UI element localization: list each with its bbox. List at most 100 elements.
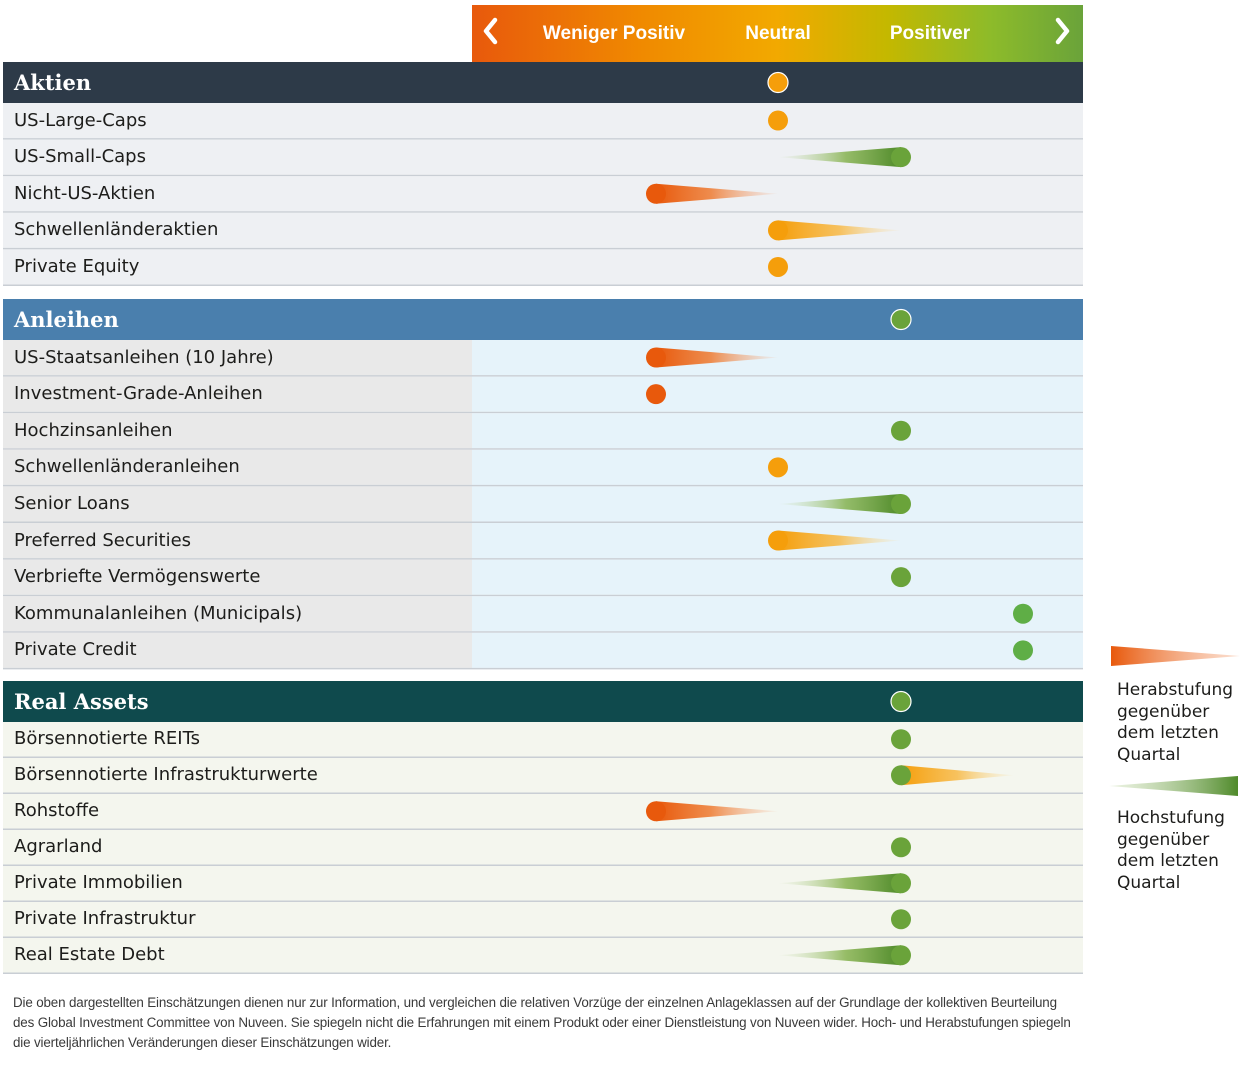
row-schwellenlaenderanleihen-label: Schwellenländeranleihen — [14, 456, 240, 478]
row-investment-grade-anleihen-label: Investment-Grade-Anleihen — [14, 383, 263, 405]
row-private-equity-marker — [768, 256, 788, 277]
row-boersennotierte-infrastrukturwerte-bg-left — [3, 758, 472, 793]
section-title-aktien: Aktien — [14, 70, 92, 95]
row-us-staatsanleihen-10-jahre-trend — [656, 347, 778, 368]
row-private-immobilien-bg-left — [3, 866, 472, 901]
row-boersennotierte-reits-bg-right — [472, 722, 1083, 757]
row-senior-loans-label: Senior Loans — [14, 492, 130, 514]
row-boersennotierte-reits-marker — [891, 729, 911, 750]
row-real-estate-debt-label: Real Estate Debt — [14, 944, 165, 966]
legend-downgrade-text: Herabstufung gegenüber dem letzten Quart… — [1117, 680, 1234, 765]
row-nicht-us-aktien-trend — [656, 183, 778, 204]
row-nicht-us-aktien-bg-left — [3, 176, 472, 212]
legend-upgrade-marker — [1109, 776, 1238, 796]
section-marker-real_assets — [890, 690, 912, 713]
row-schwellenlaenderaktien-trend — [778, 220, 901, 241]
row-us-staatsanleihen-10-jahre-marker — [646, 347, 666, 368]
row-private-immobilien-marker — [891, 873, 911, 894]
row-boersennotierte-reits-label: Börsennotierte REITs — [14, 728, 201, 750]
scale-label-right: Positiver — [889, 23, 971, 44]
row-kommunalanleihen-municipals-marker — [1013, 603, 1033, 624]
row-boersennotierte-infrastrukturwerte-label: Börsennotierte Infrastrukturwerte — [14, 764, 318, 786]
row-schwellenlaenderanleihen-bg-left — [3, 449, 472, 485]
row-agrarland-marker — [891, 837, 911, 858]
row-schwellenlaenderaktien-marker — [768, 220, 788, 241]
row-boersennotierte-infrastrukturwerte-marker — [891, 765, 911, 786]
section-marker-aktien — [767, 71, 789, 94]
row-schwellenlaenderaktien-label: Schwellenländeraktien — [14, 219, 219, 241]
row-senior-loans-bg-left — [3, 486, 472, 522]
row-private-equity-label: Private Equity — [14, 255, 140, 277]
row-private-infrastruktur-bg-left — [3, 902, 472, 937]
row-private-infrastruktur-label: Private Infrastruktur — [14, 908, 196, 930]
row-private-equity-bg-left — [3, 249, 472, 285]
row-private-credit-bg-right — [472, 632, 1083, 668]
row-us-small-caps-bg-right — [472, 139, 1083, 175]
scale-header: Weniger Positiv Neutral Positiver — [472, 5, 1083, 62]
row-verbriefte-vermoegenswerte-marker — [891, 567, 911, 588]
row-preferred-securities-label: Preferred Securities — [14, 529, 192, 551]
row-private-immobilien-bg-right — [472, 866, 1083, 901]
scale-label-left: Weniger Positiv — [542, 23, 686, 44]
row-senior-loans-bg-right — [472, 486, 1083, 522]
row-private-infrastruktur-bg-right — [472, 902, 1083, 937]
row-us-large-caps-label: US-Large-Caps — [14, 109, 147, 131]
section-header-anleihen — [3, 299, 1083, 340]
row-private-infrastruktur-marker — [891, 909, 911, 930]
row-private-credit-label: Private Credit — [14, 639, 137, 661]
row-hochzinsanleihen-marker — [891, 420, 911, 441]
row-private-immobilien-label: Private Immobilien — [14, 872, 183, 894]
row-real-estate-debt-trend — [778, 945, 901, 966]
row-boersennotierte-reits-bg-left — [3, 722, 472, 757]
row-us-staatsanleihen-10-jahre-label: US-Staatsanleihen (10 Jahre) — [14, 346, 274, 368]
row-us-small-caps-label: US-Small-Caps — [14, 146, 146, 168]
row-private-immobilien-trend — [778, 873, 901, 894]
row-private-credit-bg-left — [3, 632, 472, 668]
chevron-left-icon — [483, 17, 498, 45]
row-us-staatsanleihen-10-jahre-bg-left — [3, 340, 472, 376]
row-rohstoffe-marker — [646, 801, 666, 822]
row-kommunalanleihen-municipals-bg-right — [472, 596, 1083, 632]
row-rohstoffe-label: Rohstoffe — [14, 800, 100, 822]
row-investment-grade-anleihen-bg-left — [3, 376, 472, 412]
row-hochzinsanleihen-bg-left — [3, 413, 472, 449]
row-real-estate-debt-marker — [891, 945, 911, 966]
section-header-aktien — [3, 62, 1083, 103]
row-verbriefte-vermoegenswerte-bg-left — [3, 559, 472, 595]
section-title-real_assets: Real Assets — [14, 689, 149, 714]
allocation-chart — [3, 62, 1240, 974]
row-preferred-securities-bg-left — [3, 523, 472, 559]
row-kommunalanleihen-municipals-bg-left — [3, 596, 472, 632]
row-agrarland-label: Agrarland — [14, 836, 103, 858]
row-nicht-us-aktien-label: Nicht-US-Aktien — [14, 182, 156, 204]
row-us-small-caps-trend — [778, 147, 901, 168]
row-schwellenlaenderaktien-bg-left — [3, 212, 472, 248]
row-schwellenlaenderanleihen-marker — [768, 457, 788, 478]
row-real-estate-debt-bg-left — [3, 938, 472, 973]
chevron-right-icon — [1055, 17, 1070, 45]
row-rohstoffe-bg-left — [3, 794, 472, 829]
row-us-small-caps-bg-left — [3, 139, 472, 175]
row-hochzinsanleihen-bg-right — [472, 413, 1083, 449]
row-nicht-us-aktien-marker — [646, 183, 666, 204]
row-senior-loans-marker — [891, 493, 911, 514]
section-title-anleihen: Anleihen — [14, 307, 119, 332]
row-boersennotierte-infrastrukturwerte-trend — [901, 765, 1014, 786]
scale-label-center: Neutral — [745, 23, 811, 44]
section-header-real_assets — [3, 681, 1083, 722]
row-kommunalanleihen-municipals-label: Kommunalanleihen (Municipals) — [14, 602, 303, 624]
row-rohstoffe-trend — [656, 801, 778, 822]
row-hochzinsanleihen-label: Hochzinsanleihen — [14, 419, 173, 441]
row-real-estate-debt-bg-right — [472, 938, 1083, 973]
row-senior-loans-trend — [778, 493, 901, 514]
row-private-credit-marker — [1013, 640, 1033, 661]
row-us-large-caps-marker — [768, 110, 788, 131]
row-investment-grade-anleihen-bg-right — [472, 376, 1083, 412]
row-verbriefte-vermoegenswerte-bg-right — [472, 559, 1083, 595]
row-investment-grade-anleihen-marker — [646, 384, 666, 405]
section-marker-anleihen — [890, 308, 912, 331]
row-us-small-caps-marker — [891, 147, 911, 168]
row-preferred-securities-trend — [778, 530, 901, 551]
row-us-large-caps-bg-left — [3, 103, 472, 139]
row-agrarland-bg-left — [3, 830, 472, 865]
